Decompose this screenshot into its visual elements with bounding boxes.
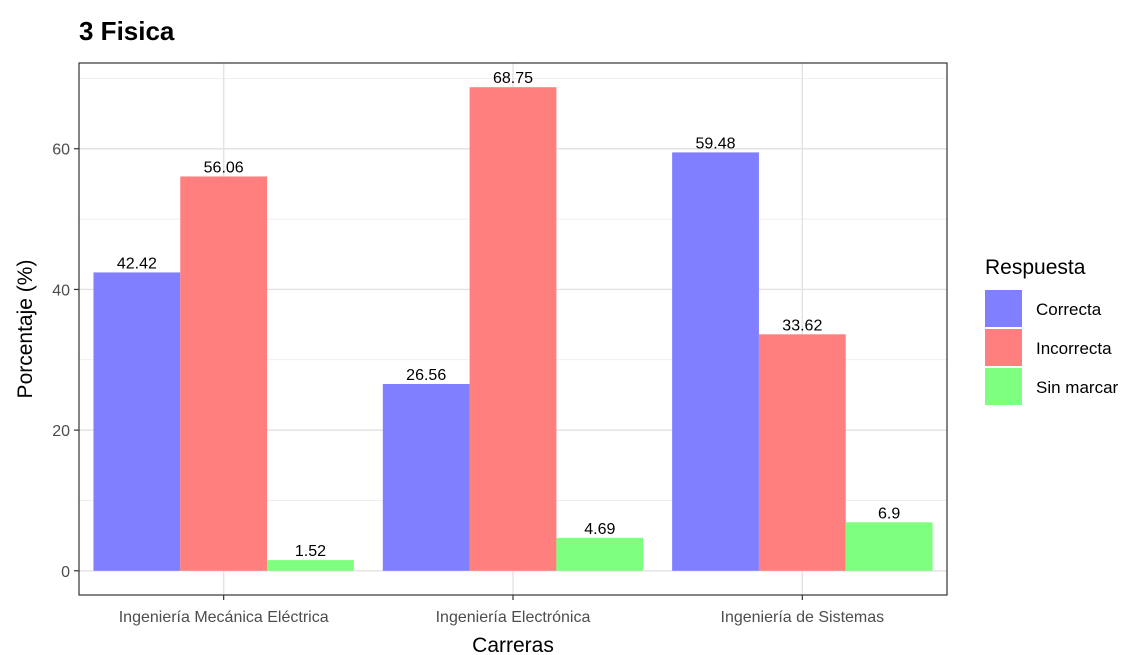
- legend-title: Respuesta: [985, 256, 1086, 279]
- y-tick-label: 20: [52, 423, 70, 440]
- y-axis-title: Porcentaje (%): [14, 260, 37, 399]
- bar-incorrecta: [758, 334, 846, 571]
- x-axis-title: Carreras: [472, 634, 554, 655]
- bar-incorrecta: [469, 87, 557, 571]
- data-label: 59.48: [696, 135, 736, 152]
- bar-correcta: [672, 152, 759, 571]
- bar-incorrecta: [180, 176, 268, 571]
- legend-swatch: [985, 329, 1022, 366]
- legend: Respuesta Correcta Incorrecta Sin marcar: [985, 256, 1119, 405]
- legend-swatch: [985, 290, 1022, 327]
- legend-label: Sin marcar: [1036, 378, 1119, 397]
- y-tick-label: 60: [52, 142, 70, 159]
- bar-sin-marcar: [267, 560, 354, 571]
- x-tick-label: Ingeniería Electrónica: [436, 609, 591, 626]
- data-label: 1.52: [295, 543, 326, 560]
- bar-sin-marcar: [556, 537, 644, 571]
- data-label: 56.06: [204, 159, 244, 176]
- x-tick-label: Ingeniería Mecánica Eléctrica: [119, 609, 329, 626]
- chart-title: 3 Fisica: [79, 16, 175, 46]
- legend-items: Correcta Incorrecta Sin marcar: [985, 290, 1119, 405]
- y-tick-label: 40: [52, 282, 70, 299]
- x-axis-ticks: Ingeniería Mecánica Eléctrica Ingeniería …: [119, 595, 884, 626]
- legend-swatch: [985, 368, 1022, 405]
- x-tick-label: Ingeniería de Sistemas: [721, 609, 885, 626]
- data-labels: 42.42 26.56 59.48 56.06 68.75 33.62 1.52 4.69 6.…: [117, 70, 901, 560]
- bar-correcta: [382, 383, 470, 571]
- y-axis-ticks: 0 20 40 60: [52, 142, 79, 581]
- data-label: 6.9: [878, 505, 900, 522]
- data-label: 26.56: [406, 367, 446, 384]
- data-label: 33.62: [782, 317, 822, 334]
- y-tick-label: 0: [61, 564, 70, 581]
- legend-label: Correcta: [1036, 300, 1102, 319]
- data-label: 4.69: [584, 521, 615, 538]
- bars: [93, 87, 933, 571]
- bar-sin-marcar: [845, 522, 933, 571]
- legend-label: Incorrecta: [1036, 339, 1112, 358]
- data-label: 42.42: [117, 255, 157, 272]
- data-label: 68.75: [493, 70, 533, 87]
- bar-correcta: [93, 272, 181, 571]
